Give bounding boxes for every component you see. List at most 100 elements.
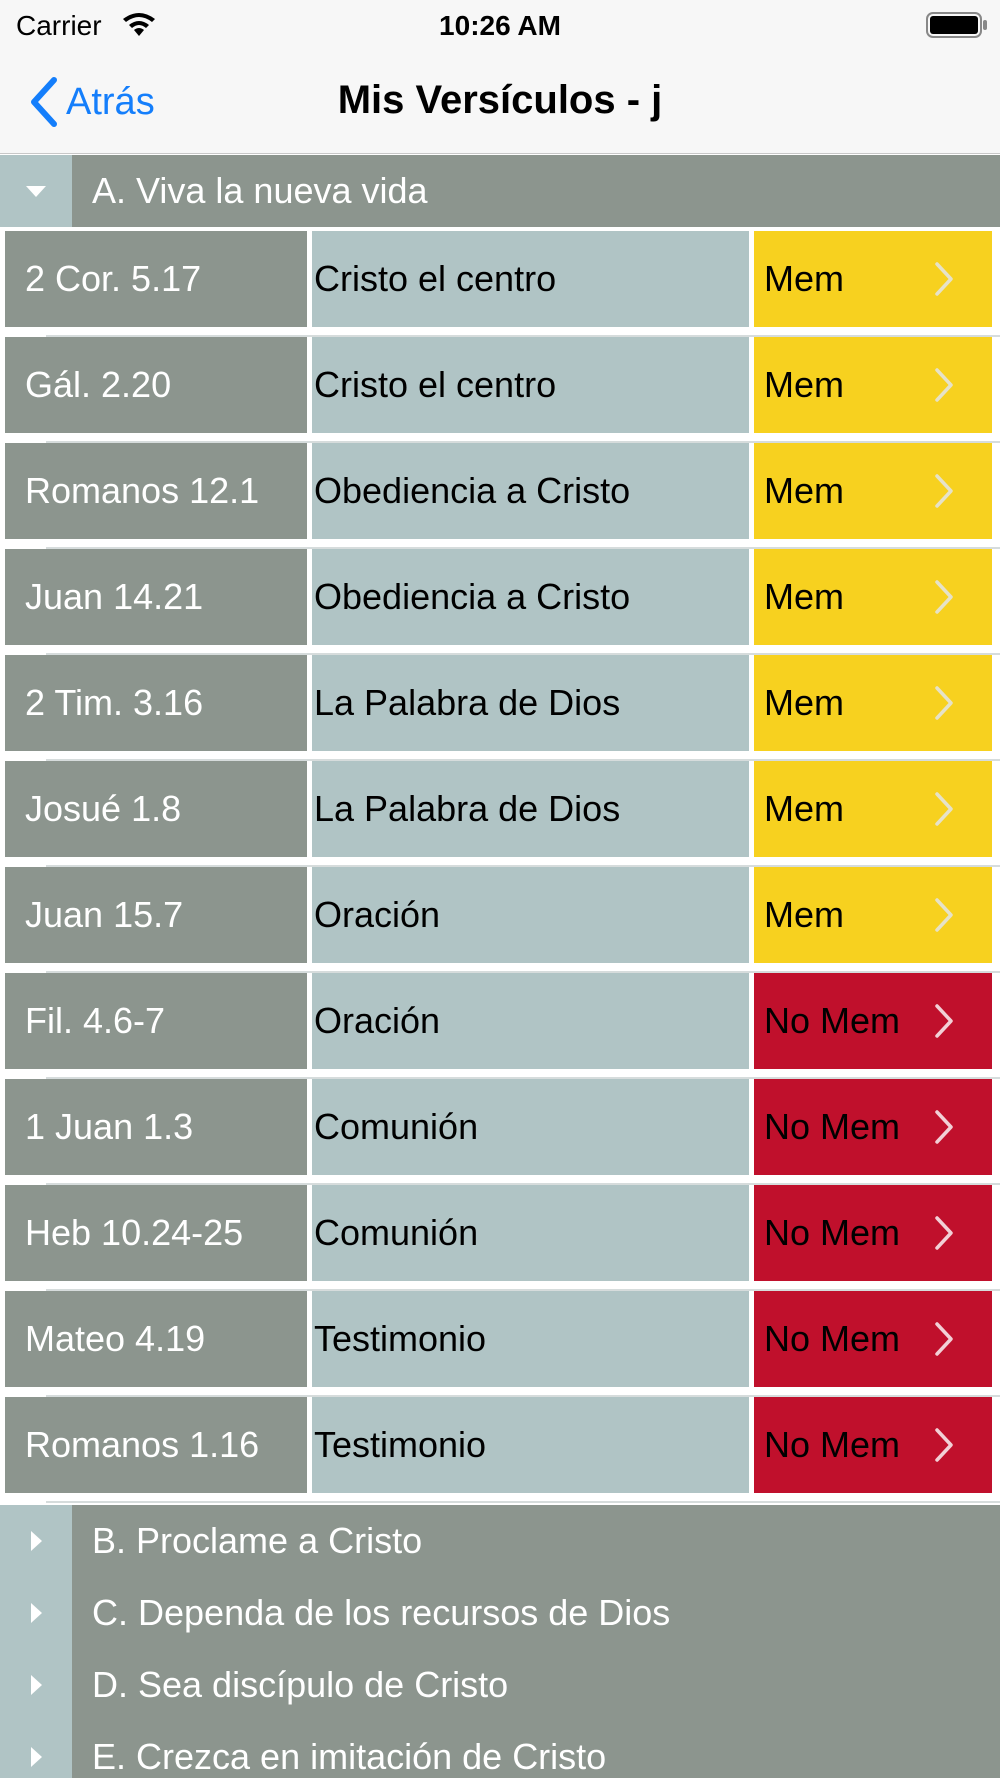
section-toggle[interactable]: [0, 1505, 72, 1577]
section-header[interactable]: B. Proclame a Cristo: [0, 1505, 1000, 1577]
chevron-right-icon: [935, 368, 953, 402]
memorization-status: No Mem: [754, 1397, 992, 1493]
verse-topic: Obediencia a Cristo: [312, 549, 749, 645]
verse-reference: 2 Tim. 3.16: [5, 655, 307, 751]
chevron-right-icon: [935, 1004, 953, 1038]
chevron-left-icon: [31, 77, 57, 127]
section-header[interactable]: D. Sea discípulo de Cristo: [0, 1649, 1000, 1721]
status-bar: Carrier 10:26 AM: [0, 0, 1000, 50]
row-separator: [46, 865, 1000, 867]
section-toggle[interactable]: [0, 1649, 72, 1721]
section-toggle[interactable]: [0, 1577, 72, 1649]
verse-row[interactable]: Romanos 1.16 Testimonio No Mem: [0, 1397, 1000, 1503]
section-toggle[interactable]: [0, 1721, 72, 1778]
verse-reference: Juan 15.7: [5, 867, 307, 963]
chevron-right-icon: [935, 1216, 953, 1250]
collapsed-sections: B. Proclame a Cristo C. Dependa de los re…: [0, 1505, 1000, 1778]
triangle-down-icon: [26, 186, 46, 197]
verse-reference: Juan 14.21: [5, 549, 307, 645]
verse-topic: La Palabra de Dios: [312, 655, 749, 751]
memorization-status: Mem: [754, 337, 992, 433]
triangle-right-icon: [31, 1747, 42, 1767]
row-separator: [46, 971, 1000, 973]
verse-row[interactable]: 1 Juan 1.3 Comunión No Mem: [0, 1079, 1000, 1185]
verse-reference: Fil. 4.6-7: [5, 973, 307, 1069]
row-separator: [46, 441, 1000, 443]
section-header[interactable]: C. Dependa de los recursos de Dios: [0, 1577, 1000, 1649]
memorization-status: Mem: [754, 443, 992, 539]
section-header[interactable]: E. Crezca en imitación de Cristo: [0, 1721, 1000, 1778]
row-separator: [46, 653, 1000, 655]
row-separator: [46, 1289, 1000, 1291]
memorization-status: No Mem: [754, 973, 992, 1069]
section-title: C. Dependa de los recursos de Dios: [92, 1592, 671, 1633]
verse-row[interactable]: Juan 15.7 Oración Mem: [0, 867, 1000, 973]
chevron-right-icon: [935, 792, 953, 826]
verse-reference: Romanos 1.16: [5, 1397, 307, 1493]
row-separator: [46, 1077, 1000, 1079]
verse-row[interactable]: Josué 1.8 La Palabra de Dios Mem: [0, 761, 1000, 867]
status-label: No Mem: [764, 1106, 901, 1147]
status-label: No Mem: [764, 1212, 901, 1253]
chevron-right-icon: [935, 686, 953, 720]
status-label: Mem: [764, 576, 844, 617]
memorization-status: No Mem: [754, 1291, 992, 1387]
row-separator: [46, 759, 1000, 761]
row-separator: [46, 547, 1000, 549]
status-label: Mem: [764, 364, 844, 405]
status-label: No Mem: [764, 1318, 901, 1359]
verse-topic: La Palabra de Dios: [312, 761, 749, 857]
verse-row[interactable]: Mateo 4.19 Testimonio No Mem: [0, 1291, 1000, 1397]
triangle-right-icon: [31, 1675, 42, 1695]
chevron-right-icon: [935, 580, 953, 614]
status-label: Mem: [764, 788, 844, 829]
status-label: No Mem: [764, 1000, 901, 1041]
verse-topic: Obediencia a Cristo: [312, 443, 749, 539]
row-separator: [46, 1501, 1000, 1503]
verse-topic: Oración: [312, 973, 749, 1069]
verse-reference: Gál. 2.20: [5, 337, 307, 433]
back-button[interactable]: Atrás: [26, 76, 155, 128]
verse-row[interactable]: Romanos 12.1 Obediencia a Cristo Mem: [0, 443, 1000, 549]
section-toggle[interactable]: [0, 155, 72, 227]
status-label: No Mem: [764, 1424, 901, 1465]
verse-row[interactable]: Gál. 2.20 Cristo el centro Mem: [0, 337, 1000, 443]
carrier-label: Carrier: [16, 10, 102, 41]
memorization-status: Mem: [754, 761, 992, 857]
triangle-right-icon: [31, 1531, 42, 1551]
verse-topic: Cristo el centro: [312, 337, 749, 433]
memorization-status: Mem: [754, 549, 992, 645]
row-separator: [46, 335, 1000, 337]
triangle-right-icon: [31, 1603, 42, 1623]
chevron-right-icon: [935, 898, 953, 932]
verse-reference: Heb 10.24-25: [5, 1185, 307, 1281]
verse-reference: 2 Cor. 5.17: [5, 231, 307, 327]
section-header-a[interactable]: A. Viva la nueva vida: [0, 155, 1000, 227]
verse-reference: Mateo 4.19: [5, 1291, 307, 1387]
section-title: D. Sea discípulo de Cristo: [92, 1664, 509, 1705]
battery-icon: [926, 12, 987, 38]
chevron-right-icon: [935, 474, 953, 508]
verse-reference: Josué 1.8: [5, 761, 307, 857]
verse-reference: 1 Juan 1.3: [5, 1079, 307, 1175]
chevron-right-icon: [935, 1110, 953, 1144]
verse-reference: Romanos 12.1: [5, 443, 307, 539]
verse-row[interactable]: 2 Cor. 5.17 Cristo el centro Mem: [0, 231, 1000, 337]
status-label: Mem: [764, 682, 844, 723]
chevron-right-icon: [935, 1322, 953, 1356]
row-separator: [46, 1395, 1000, 1397]
verse-topic: Oración: [312, 867, 749, 963]
verse-row[interactable]: Juan 14.21 Obediencia a Cristo Mem: [0, 549, 1000, 655]
status-label: Mem: [764, 258, 844, 299]
status-label: Mem: [764, 470, 844, 511]
memorization-status: No Mem: [754, 1185, 992, 1281]
clock-label: 10:26 AM: [439, 10, 561, 41]
memorization-status: No Mem: [754, 1079, 992, 1175]
verse-list[interactable]: A. Viva la nueva vida 2 Cor. 5.17 Cristo …: [0, 155, 1000, 1778]
verse-row[interactable]: Heb 10.24-25 Comunión No Mem: [0, 1185, 1000, 1291]
verse-topic: Comunión: [312, 1079, 749, 1175]
verse-row[interactable]: 2 Tim. 3.16 La Palabra de Dios Mem: [0, 655, 1000, 761]
verse-row[interactable]: Fil. 4.6-7 Oración No Mem: [0, 973, 1000, 1079]
navigation-bar: Atrás Mis Versículos - j: [0, 50, 1000, 154]
chevron-right-icon: [935, 262, 953, 296]
